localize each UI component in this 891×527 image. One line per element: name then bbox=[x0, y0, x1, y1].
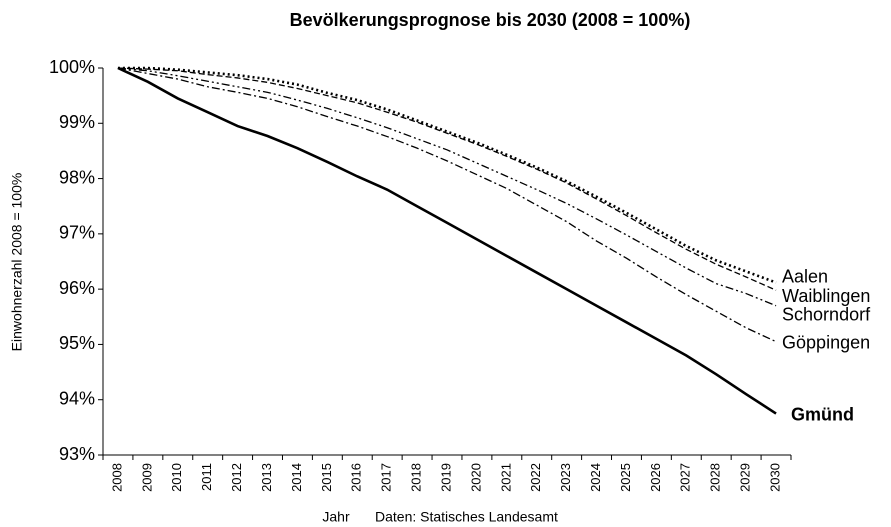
series-line bbox=[117, 66, 777, 284]
y-axis-label: Einwohnerzahl 2008 = 100% bbox=[9, 173, 25, 352]
x-tick-label: 2014 bbox=[289, 463, 304, 492]
series-label: Gmünd bbox=[791, 404, 854, 424]
x-tick-label: 2028 bbox=[708, 463, 723, 492]
y-tick-label: 95% bbox=[59, 333, 95, 353]
x-tick-label: 2016 bbox=[349, 463, 364, 492]
y-tick-label: 98% bbox=[59, 167, 95, 187]
chart-title: Bevölkerungsprognose bis 2030 (2008 = 10… bbox=[290, 10, 691, 30]
x-tick-label: 2012 bbox=[229, 463, 244, 492]
x-tick-label: 2009 bbox=[139, 463, 154, 492]
x-tick-label: 2030 bbox=[767, 463, 782, 492]
source-note: Daten: Statisches Landesamt bbox=[375, 509, 558, 525]
y-tick-label: 100% bbox=[49, 57, 95, 77]
x-tick-label: 2027 bbox=[678, 463, 693, 492]
x-tick-label: 2024 bbox=[588, 463, 603, 492]
x-tick-label: 2015 bbox=[319, 463, 334, 492]
x-tick-label: 2008 bbox=[109, 463, 124, 492]
series-line bbox=[117, 67, 777, 343]
x-tick-label: 2021 bbox=[498, 463, 513, 492]
y-tick-label: 99% bbox=[59, 112, 95, 132]
y-tick-label: 96% bbox=[59, 278, 95, 298]
series-line bbox=[117, 66, 777, 415]
series-line bbox=[117, 67, 777, 307]
x-tick-label: 2019 bbox=[438, 463, 453, 492]
y-tick-label: 97% bbox=[59, 223, 95, 243]
series-line bbox=[117, 67, 777, 291]
x-tick-label: 2026 bbox=[648, 463, 663, 492]
series-label: Schorndorf bbox=[782, 304, 871, 324]
x-tick-label: 2017 bbox=[379, 463, 394, 492]
x-axis-label: Jahr bbox=[322, 509, 350, 525]
x-tick-label: 2018 bbox=[409, 463, 424, 492]
x-tick-label: 2029 bbox=[738, 463, 753, 492]
x-tick-label: 2023 bbox=[558, 463, 573, 492]
x-tick-label: 2010 bbox=[169, 463, 184, 492]
y-tick-label: 94% bbox=[59, 388, 95, 408]
x-tick-label: 2020 bbox=[468, 463, 483, 492]
series-label: Aalen bbox=[782, 266, 828, 286]
x-tick-label: 2022 bbox=[528, 463, 543, 492]
series-label: Waiblingen bbox=[782, 286, 870, 306]
x-tick-label: 2011 bbox=[199, 463, 214, 491]
x-tick-label: 2013 bbox=[259, 463, 274, 492]
series-label: Göppingen bbox=[782, 332, 870, 352]
x-tick-label: 2025 bbox=[618, 463, 633, 492]
y-tick-label: 93% bbox=[59, 444, 95, 464]
